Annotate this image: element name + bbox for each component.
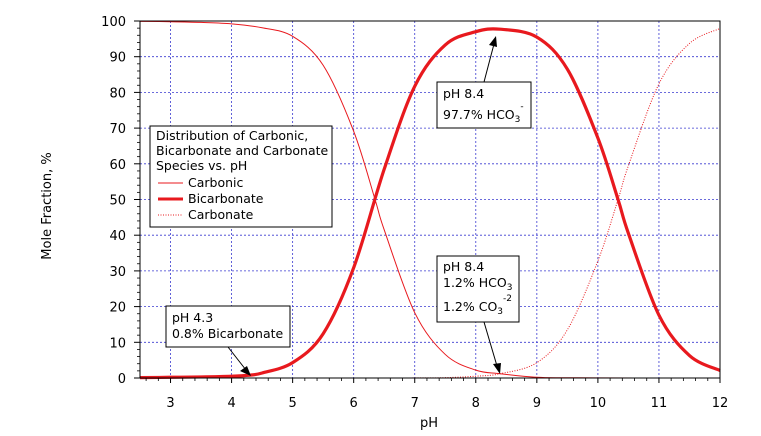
x-tick-label: 9 — [533, 396, 541, 411]
plot-frame — [139, 20, 721, 379]
x-tick-label: 3 — [166, 396, 174, 411]
axes — [134, 20, 721, 383]
legend-title-line-1: Distribution of Carbonic, — [156, 128, 308, 143]
y-tick-label: 90 — [109, 51, 126, 66]
annotation-ph-4-3-line-2: 0.8% Bicarbonate — [172, 326, 284, 341]
annotation-ph-8-4-high-line-1: pH 8.4 — [443, 86, 484, 101]
annotation-ph-8-4-low-arrowhead — [493, 363, 501, 374]
y-tick-label: 80 — [109, 86, 126, 101]
x-tick-label: 10 — [590, 396, 607, 411]
annotation-hco3-subscript: 3 — [507, 283, 513, 293]
annotation-ph-8-4-low-arrow — [483, 321, 498, 367]
annotation-ph-4-3-arrowhead — [240, 366, 251, 376]
annotation-hco3-text: 1.2% HCO — [443, 275, 507, 290]
annotation-ph-8-4-low: pH 8.4 1.2% HCO3 1.2% CO3-2 — [436, 255, 520, 374]
y-tick-label: 40 — [109, 229, 126, 244]
x-tick-label: 12 — [712, 396, 729, 411]
y-tick-label: 10 — [109, 336, 126, 351]
annotation-hco3-minus-text: 97.7% HCO — [443, 107, 515, 122]
annotation-ph-8-4-high-arrowhead — [489, 36, 497, 47]
x-tick-label: 7 — [411, 396, 419, 411]
series-bicarbonate-line — [139, 27, 721, 380]
legend: Distribution of Carbonic, Bicarbonate an… — [149, 125, 333, 228]
y-tick-label: 60 — [109, 158, 126, 173]
annotation-ph-8-4-low-line-2: 1.2% HCO3 — [443, 275, 512, 293]
legend-label-carbonic: Carbonic — [188, 175, 244, 190]
legend-title-line-3: Species vs. pH — [156, 158, 247, 173]
legend-label-carbonate: Carbonate — [188, 207, 254, 222]
x-axis-title: pH — [420, 416, 438, 431]
annotation-ph-8-4-low-line-1: pH 8.4 — [443, 259, 484, 274]
annotation-ph-8-4-high-arrow — [483, 43, 495, 83]
annotation-co3-subscript: 3 — [497, 307, 503, 317]
y-tick-label: 20 — [109, 301, 126, 316]
y-tick-label: 70 — [109, 122, 126, 137]
annotation-hco3-minus-subscript: 3 — [515, 115, 521, 125]
annotation-ph-8-4-low-box — [436, 255, 520, 323]
x-tick-label: 11 — [651, 396, 668, 411]
annotation-ph-8-4-high: pH 8.4 97.7% HCO3 - — [436, 36, 532, 129]
annotation-ph-4-3-arrow — [227, 346, 247, 371]
annotation-ph-4-3-line-1: pH 4.3 — [172, 310, 213, 325]
annotation-ph-8-4-high-line-2: 97.7% HCO3 - — [443, 102, 524, 125]
legend-box — [149, 125, 333, 228]
y-tick-label: 0 — [118, 372, 126, 387]
x-tick-label: 5 — [288, 396, 296, 411]
annotation-ph-8-4-low-line-3: 1.2% CO3-2 — [443, 294, 512, 317]
x-tick-labels: 3 4 5 6 7 8 9 10 11 12 — [166, 396, 728, 411]
annotation-ph-8-4-high-box — [436, 81, 532, 129]
legend-label-bicarbonate: Bicarbonate — [188, 191, 264, 206]
x-tick-label: 4 — [227, 396, 235, 411]
y-tick-labels: 0 10 20 30 40 50 60 70 80 90 100 — [101, 15, 126, 387]
y-tick-label: 100 — [101, 15, 126, 30]
y-axis-title: Mole Fraction, % — [40, 152, 55, 259]
legend-title-line-2: Bicarbonate and Carbonate — [156, 143, 329, 158]
annotation-hco3-minus-superscript: - — [520, 102, 523, 112]
x-tick-label: 8 — [472, 396, 480, 411]
y-tick-label: 30 — [109, 265, 126, 280]
annotation-co3-text: 1.2% CO — [443, 299, 497, 314]
y-tick-label: 50 — [109, 194, 126, 209]
x-tick-label: 6 — [350, 396, 358, 411]
annotation-ph-4-3: pH 4.3 0.8% Bicarbonate — [165, 305, 291, 376]
annotation-co3-superscript: -2 — [503, 294, 512, 304]
